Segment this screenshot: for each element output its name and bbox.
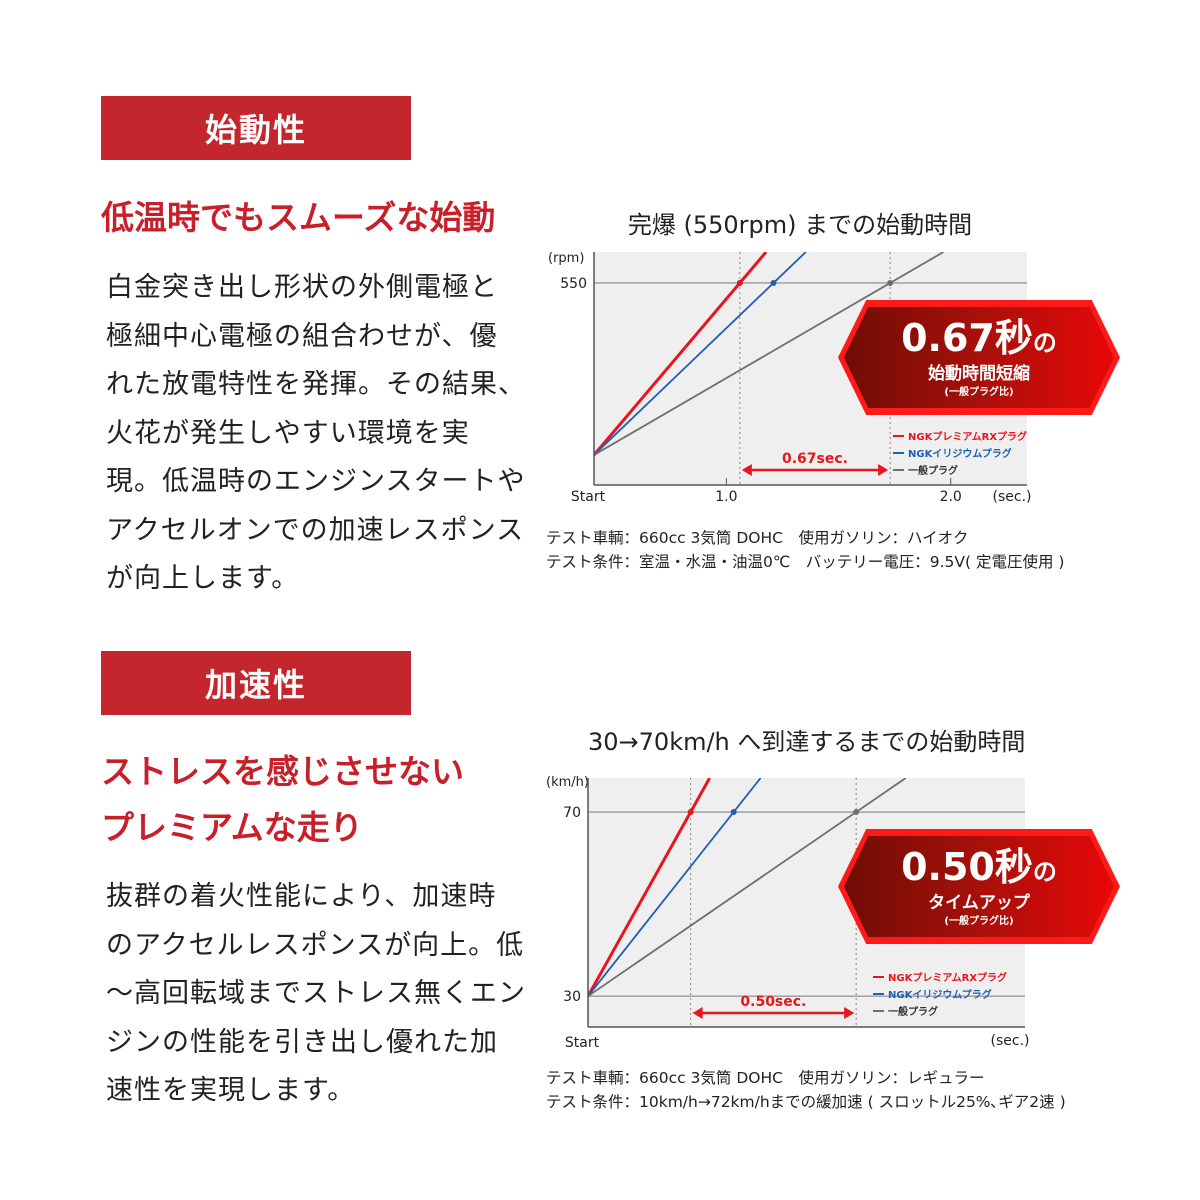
arrow-head-left: [741, 464, 752, 476]
body-line: ジンの性能を引き出し優れた加: [106, 1026, 498, 1058]
x-tick-label-start: Start: [565, 1035, 600, 1051]
badge-value: 0.50秒の: [901, 845, 1057, 889]
y-axis-label: (km/h): [546, 775, 589, 790]
y-tick-label: 30: [563, 989, 581, 1005]
x-axis-label: (sec.): [993, 489, 1032, 505]
series-line: [594, 252, 768, 456]
body-line: れた放電特性を発揮。その結果、: [106, 369, 526, 400]
badge-note: (一般プラグ比): [944, 387, 1014, 398]
difference-label: 0.50sec.: [740, 994, 806, 1010]
data-point: [887, 279, 894, 286]
body-line: アクセルオンでの加速レスポンス: [106, 514, 525, 546]
data-point: [736, 279, 743, 286]
badge-caption: タイムアップ: [928, 893, 1030, 913]
arrow-head-right: [878, 464, 889, 476]
test-notes: テスト車輌：660cc 3気筒 DOHC 使用ガソリン：レギュラー テスト条件：…: [546, 1066, 1066, 1114]
body-line: 極細中心電極の組合わせが、優: [106, 320, 498, 352]
body-line: 火花が発生しやすい環境を実: [106, 417, 470, 449]
body-line: のアクセルレスポンスが向上。低: [106, 929, 525, 961]
body-line: 現。低温時のエンジンスタートや: [106, 466, 526, 497]
section-body: 白金突き出し形状の外側電極と 極細中心電極の組合わせが、優 れた放電特性を発揮。…: [106, 264, 526, 604]
body-line: ～高回転域までストレス無くエン: [106, 978, 526, 1009]
body-line: 白金突き出し形状の外側電極と: [106, 272, 498, 303]
legend-label: NGKイリジウムプラグ: [888, 988, 992, 1001]
result-badge: 0.50秒の タイムアップ (一般プラグ比): [838, 829, 1120, 944]
chart-title: 完爆 (550rpm) までの始動時間: [627, 211, 973, 239]
legend-label: 一般プラグ: [888, 1005, 938, 1018]
data-point: [770, 279, 777, 286]
section-heading: 低温時でもスムーズな始動: [101, 190, 495, 246]
data-point: [853, 809, 860, 816]
y-axis-label: (rpm): [548, 251, 584, 266]
data-point: [687, 809, 694, 816]
x-tick-label: 1.0: [715, 489, 737, 505]
arrow-head-left: [692, 1007, 703, 1019]
series-line: [594, 252, 944, 456]
badge-note: (一般プラグ比): [944, 916, 1014, 927]
series-line: [588, 778, 907, 997]
legend-label: NGKイリジウムプラグ: [908, 447, 1012, 460]
body-line: 速性を実現します。: [106, 1075, 356, 1106]
legend-label: NGKプレミアムRXプラグ: [888, 971, 1007, 984]
y-tick-label: 550: [560, 276, 587, 292]
note-line: テスト条件：室温・水温・油温0℃ バッテリー電圧：9.5V( 定電圧使用 ): [546, 553, 1065, 571]
badge-value: 0.67秒の: [901, 316, 1057, 360]
note-line: テスト車輌：660cc 3気筒 DOHC 使用ガソリン：レギュラー: [546, 1069, 985, 1087]
note-line: テスト条件：10km/h→72km/hまでの緩加速 ( スロットル25%､ギア2…: [546, 1093, 1066, 1111]
x-tick-label-start: Start: [571, 489, 606, 505]
section-title-bar: 始動性: [101, 96, 411, 160]
data-point: [730, 809, 737, 816]
note-line: テスト車輌：660cc 3気筒 DOHC 使用ガソリン：ハイオク: [546, 529, 969, 547]
legend-label: NGKプレミアムRXプラグ: [908, 430, 1027, 443]
test-notes: テスト車輌：660cc 3気筒 DOHC 使用ガソリン：ハイオク テスト条件：室…: [546, 526, 1064, 574]
y-tick-label: 70: [563, 805, 581, 821]
section-heading: ストレスを感じさせない プレミアムな走り: [101, 744, 464, 856]
x-axis-label: (sec.): [991, 1033, 1030, 1049]
section-body: 抜群の着火性能により、加速時 のアクセルレスポンスが向上。低 ～高回転域までスト…: [106, 873, 526, 1116]
result-badge: 0.67秒の 始動時間短縮 (一般プラグ比): [838, 300, 1120, 415]
difference-label: 0.67sec.: [782, 451, 848, 467]
series-line: [594, 252, 807, 456]
body-line: が向上します。: [106, 563, 300, 594]
body-line: 抜群の着火性能により、加速時: [106, 881, 497, 912]
section-title-bar: 加速性: [101, 651, 411, 715]
x-tick-label: 2.0: [940, 489, 962, 505]
heading-line: プレミアムな走り: [101, 808, 363, 847]
heading-line: ストレスを感じさせない: [101, 752, 464, 791]
arrow-head-right: [844, 1007, 855, 1019]
heading-line: 低温時でもスムーズな始動: [101, 198, 496, 237]
chart-title: 30→70km/h へ到達するまでの始動時間: [588, 728, 1026, 756]
legend-label: 一般プラグ: [908, 464, 958, 477]
badge-caption: 始動時間短縮: [928, 364, 1030, 384]
